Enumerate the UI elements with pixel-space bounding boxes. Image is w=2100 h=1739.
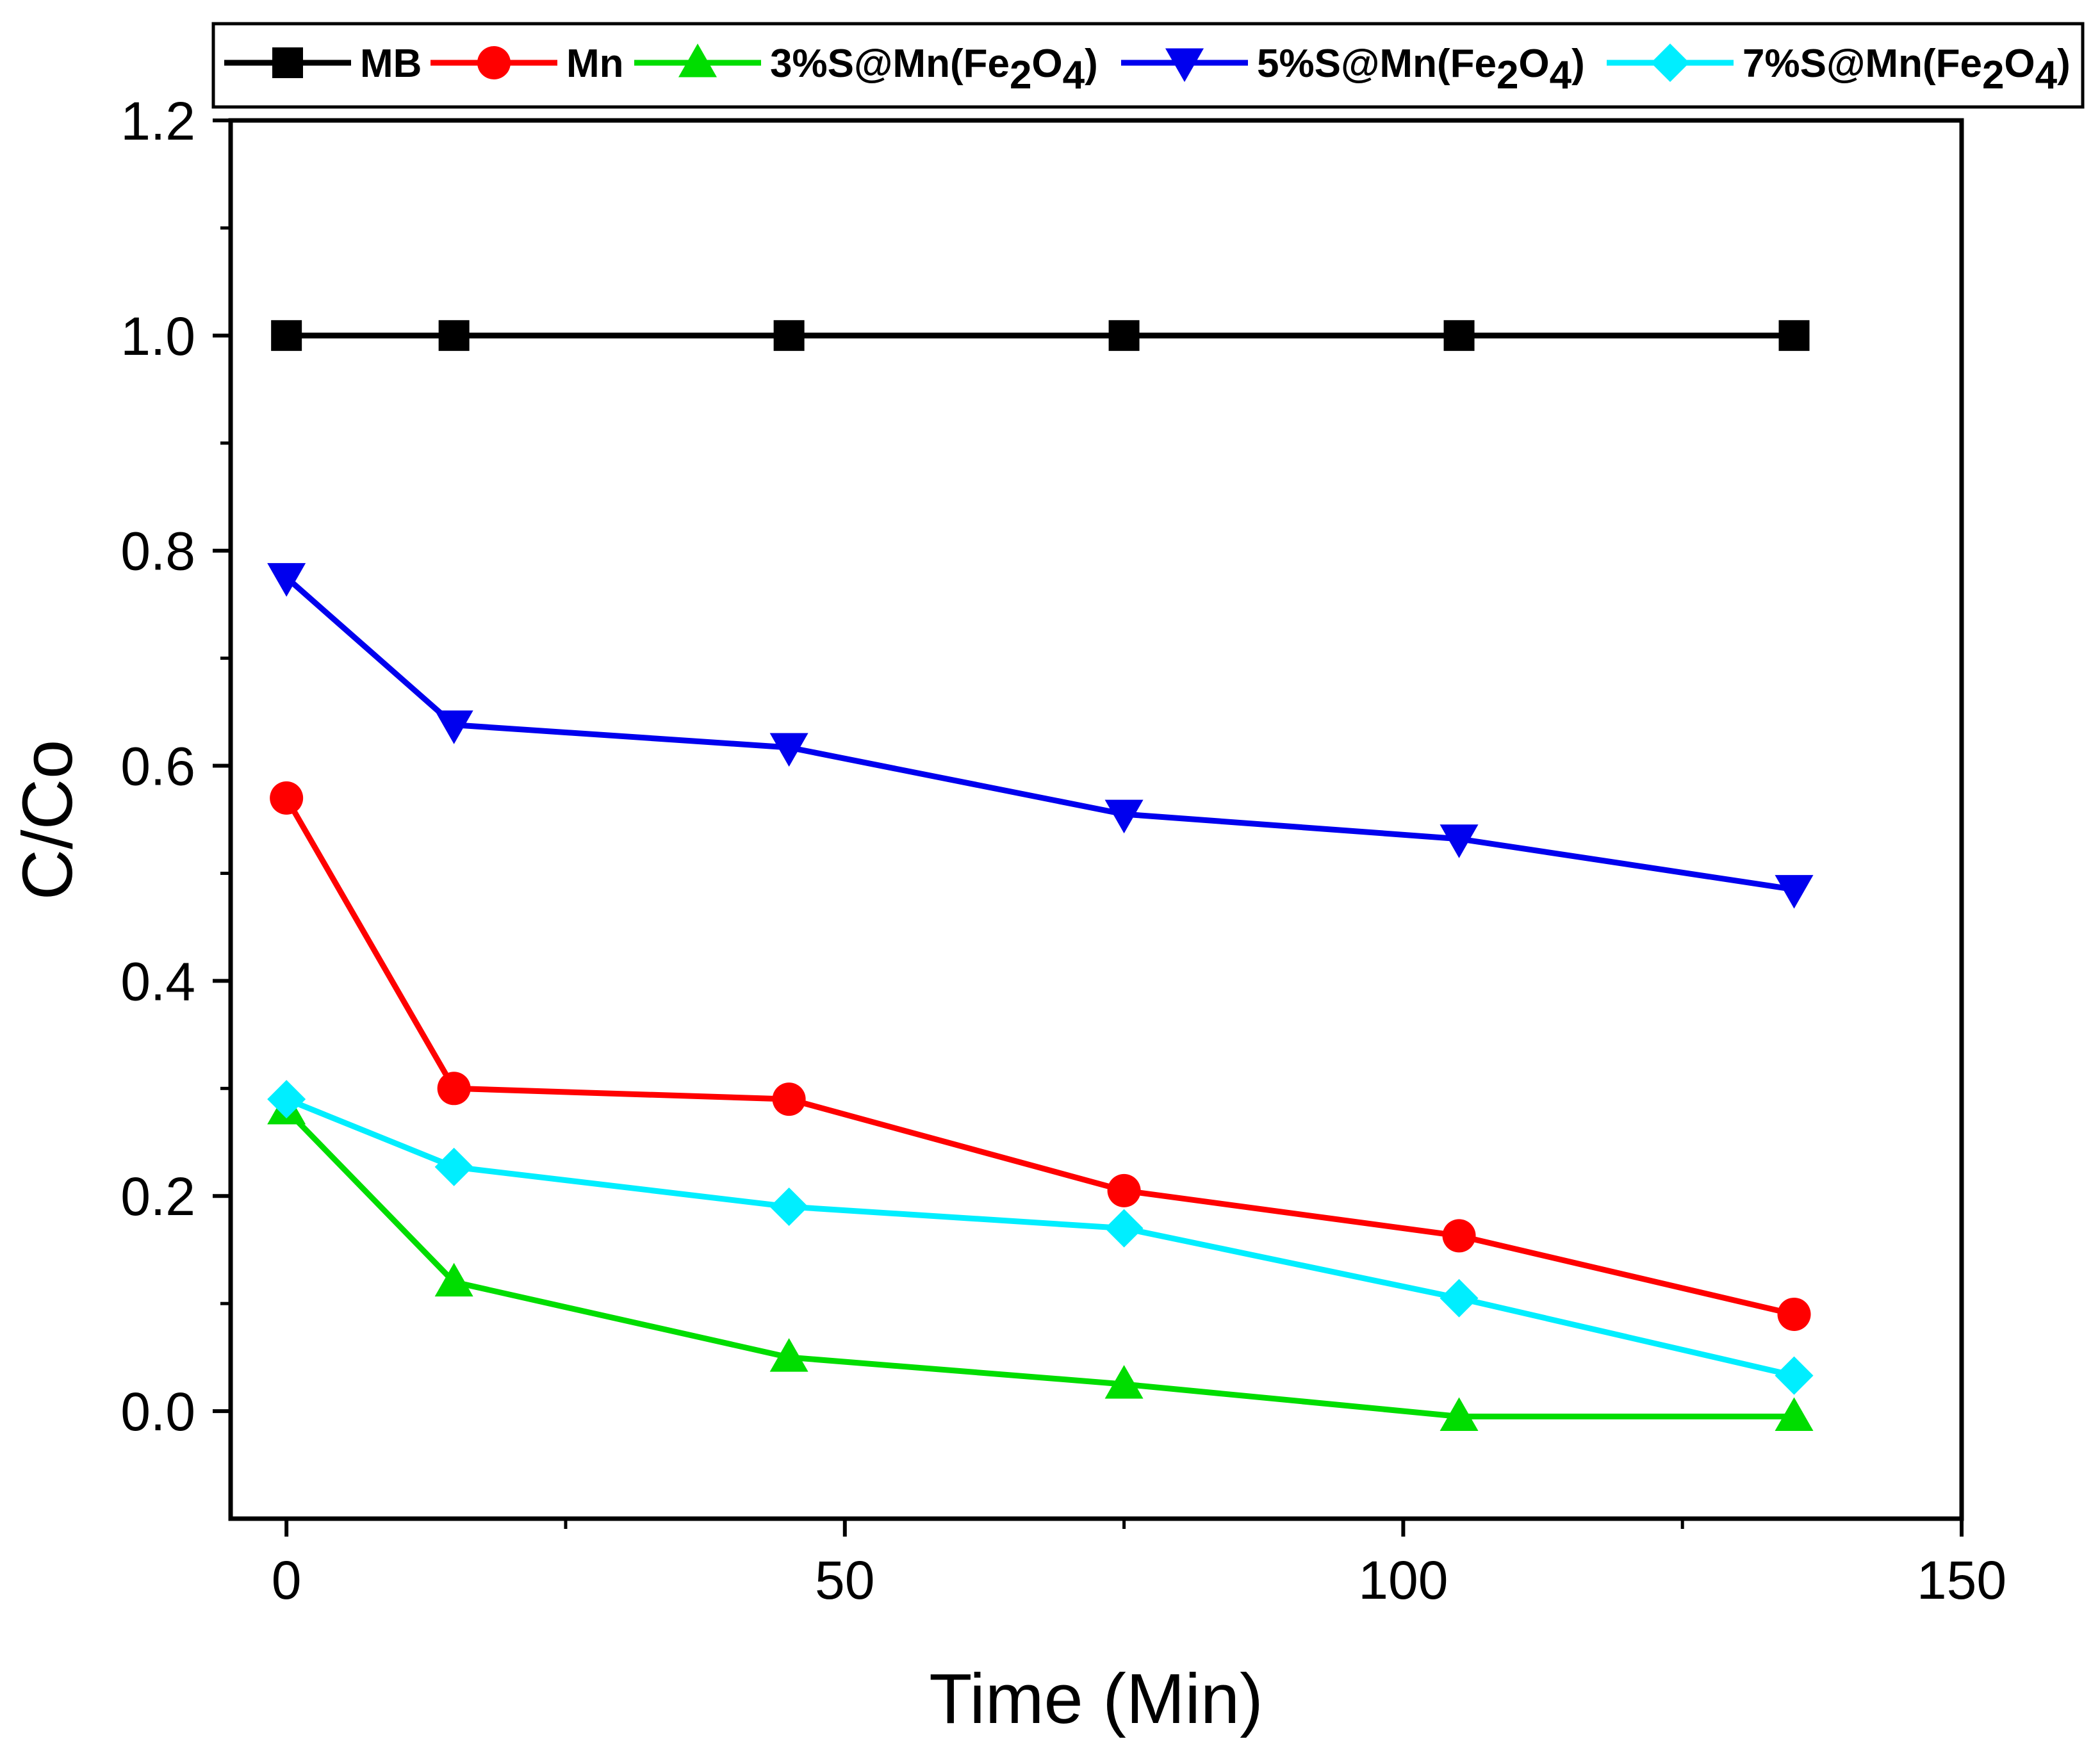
legend-label-subscript: 4 [1550, 53, 1572, 97]
data-point [1775, 875, 1814, 909]
data-point [769, 1188, 808, 1227]
data-point [772, 1082, 806, 1116]
data-point [769, 733, 808, 767]
legend-entry: 3%S@Mn(Fe2O4) [634, 42, 1098, 97]
y-tick-label: 0.2 [120, 1166, 195, 1227]
data-point [1104, 799, 1144, 834]
data-point [271, 320, 302, 351]
y-tick-label: 0.0 [120, 1382, 195, 1442]
legend-entries: MB Mn 3%S@Mn(Fe2O4) 5%S@Mn(Fe2O4) 7%S@Mn(Fe2… [224, 42, 2071, 97]
data-point [1107, 1173, 1141, 1207]
legend-marker [678, 44, 717, 78]
data-point [267, 1080, 306, 1119]
legend-entry: 7%S@Mn(Fe2O4) [1607, 42, 2071, 97]
data-point [267, 563, 306, 597]
legend-label-formula: ) [1571, 42, 1585, 86]
series-mb [271, 320, 1810, 351]
legend-label-main: 3%S@Mn [770, 42, 950, 86]
data-point [1108, 320, 1140, 351]
y-tick-label: 0.4 [120, 951, 195, 1011]
legend-label-formula: ) [2057, 42, 2071, 86]
series-line [284, 1107, 1794, 1419]
y-tick-label: 1.2 [120, 91, 195, 151]
data-point [1777, 1297, 1811, 1331]
legend-label-subscript: 2 [1982, 53, 2004, 97]
data-point [1440, 1278, 1479, 1318]
legend-entry: MB [224, 42, 422, 86]
series-line [284, 575, 1795, 893]
legend-label-formula: (Fe [950, 42, 1010, 86]
data-point [434, 710, 473, 744]
legend-label: 7%S@Mn(Fe2O4) [1743, 42, 2071, 97]
data-point [1775, 1397, 1814, 1431]
legend-marker [477, 46, 511, 79]
legend-label-subscript: 2 [1010, 53, 1031, 97]
legend: MB Mn 3%S@Mn(Fe2O4) 5%S@Mn(Fe2O4) 7%S@Mn(Fe2… [211, 22, 2085, 109]
legend-label-subscript: 4 [1063, 53, 1085, 97]
series-mn [270, 781, 1811, 1331]
x-tick-label: 150 [1917, 1550, 2006, 1610]
y-tick-label: 1.0 [120, 306, 195, 366]
legend-label-main: Mn [566, 42, 624, 86]
y-axis-title: C/Co [8, 740, 87, 901]
data-point [434, 1262, 473, 1297]
legend-label: 3%S@Mn(Fe2O4) [770, 42, 1098, 97]
data-point [434, 1147, 473, 1186]
legend-label-formula: O [1518, 42, 1549, 86]
y-axis: 0.0 0.2 0.4 0.6 0.8 1.0 1.2 [120, 91, 231, 1442]
data-point [1442, 1219, 1476, 1253]
data-point [1104, 1365, 1144, 1399]
data-point [437, 1072, 471, 1106]
legend-label-main: MB [360, 42, 422, 86]
data-point [773, 320, 805, 351]
data-point [1440, 824, 1479, 858]
data-point [769, 1338, 808, 1372]
legend-label-formula: O [2004, 42, 2035, 86]
series-layer [267, 320, 1814, 1431]
x-tick-label: 100 [1358, 1550, 1448, 1610]
y-tick-label: 0.6 [120, 737, 195, 797]
x-tick-label: 0 [272, 1550, 302, 1610]
plot-area [228, 118, 1964, 1521]
legend-marker [1651, 44, 1689, 82]
y-tick-label: 0.8 [120, 521, 195, 582]
series-7-s-mn-fe2o4 [267, 1080, 1814, 1395]
x-tick-label: 50 [815, 1550, 874, 1610]
data-point [1104, 1209, 1144, 1248]
data-point [438, 320, 470, 351]
data-point [1778, 320, 1810, 351]
data-point [1440, 1397, 1479, 1431]
x-axis-title: Time (Min) [929, 1660, 1263, 1738]
legend-label-main: 5%S@Mn [1257, 42, 1437, 86]
legend-marker [272, 47, 303, 78]
legend-label: MB [360, 42, 422, 86]
series-3-s-mn-fe2o4 [267, 1090, 1814, 1431]
legend-marker [1165, 48, 1204, 82]
legend-entry: 5%S@Mn(Fe2O4) [1121, 42, 1585, 97]
series-line [285, 1096, 1795, 1379]
legend-label-subscript: 2 [1497, 53, 1518, 97]
series-5-s-mn-fe2o4 [267, 563, 1814, 909]
legend-label-formula: O [1031, 42, 1062, 86]
legend-label-subscript: 4 [2035, 53, 2058, 97]
data-point [1775, 1356, 1814, 1395]
legend-label-formula: (Fe [1437, 42, 1497, 86]
legend-entry: Mn [431, 42, 624, 86]
legend-label-formula: (Fe [1923, 42, 1982, 86]
legend-label: 5%S@Mn(Fe2O4) [1257, 42, 1585, 97]
x-axis: 0 50 100 150 [272, 1519, 2006, 1610]
legend-label: Mn [566, 42, 624, 86]
data-point [1443, 320, 1475, 351]
data-point [270, 781, 304, 815]
series-line [284, 796, 1795, 1318]
legend-label-main: 7%S@Mn [1743, 42, 1923, 86]
legend-label-formula: ) [1085, 42, 1098, 86]
